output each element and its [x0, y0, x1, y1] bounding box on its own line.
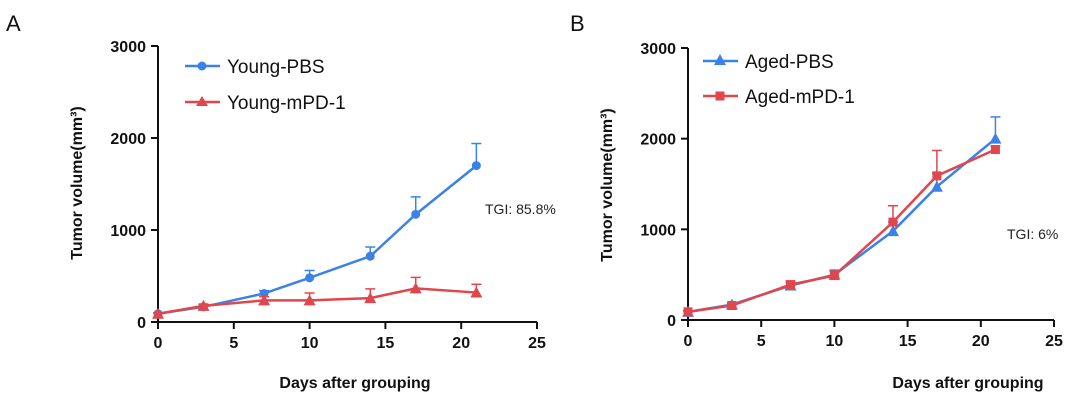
plot-area — [152, 142, 483, 319]
data-point — [305, 273, 315, 283]
y-axis-title: Tumor volume(mm³) — [599, 108, 616, 261]
x-tick-label: 10 — [826, 333, 844, 350]
series-line-aged-mpd-1 — [687, 148, 996, 314]
y-tick-label: 0 — [667, 313, 676, 330]
y-axis-title: Tumor volume(mm³) — [69, 106, 86, 259]
legend-label-young-pbs: Young-PBS — [227, 57, 325, 78]
y-tick-label: 0 — [137, 315, 146, 332]
data-point — [303, 294, 316, 306]
x-axis-title: Days after grouping — [279, 375, 430, 392]
tgi-annotation: TGI: 85.8% — [485, 201, 556, 217]
x-tick-label: 0 — [684, 333, 693, 350]
data-point — [409, 282, 422, 294]
data-point — [683, 307, 693, 317]
legend-marker-young-pbs — [197, 61, 207, 71]
data-point — [785, 280, 795, 290]
axis-ticks: 0 5 10 15 20 25 0 1000 2000 3000 — [640, 41, 1063, 350]
data-point — [365, 251, 375, 261]
x-tick-label: 5 — [757, 333, 766, 350]
y-tick-label: 1000 — [110, 223, 146, 240]
x-tick-label: 10 — [301, 335, 319, 352]
y-tick-label: 2000 — [110, 131, 146, 148]
legend-label-young-mpd1: Young-mPD-1 — [227, 93, 346, 114]
data-point — [727, 300, 737, 310]
data-point — [471, 161, 481, 171]
tgi-annotation: TGI: 6% — [1007, 226, 1058, 242]
y-tick-label: 3000 — [640, 41, 676, 58]
series-aged-mpd-1 — [683, 145, 1001, 317]
legend-label-aged-pbs: Aged-PBS — [745, 52, 834, 73]
series-line-aged-pbs — [687, 137, 997, 314]
x-tick-label: 25 — [1045, 333, 1063, 350]
y-tick-label: 3000 — [110, 39, 146, 56]
data-point — [930, 180, 943, 192]
x-tick-label: 15 — [899, 333, 917, 350]
axis-ticks: 0 5 10 15 20 25 0 1000 2000 3000 — [110, 39, 546, 352]
series-young-mpd-1 — [152, 276, 483, 319]
panel-b: B Days after grouping Tumor volume(mm³) … — [570, 11, 1063, 392]
legend-marker-young-mpd1 — [196, 96, 208, 106]
y-tick-label: 2000 — [640, 132, 676, 149]
data-point — [197, 299, 210, 311]
x-tick-label: 20 — [972, 333, 990, 350]
x-tick-label: 15 — [377, 335, 395, 352]
data-point — [932, 171, 942, 181]
plot-area — [682, 116, 1002, 317]
data-point — [364, 292, 377, 304]
data-point — [411, 209, 421, 219]
legend: Young-PBS Young-mPD-1 — [185, 57, 346, 114]
series-young-pbs — [153, 142, 482, 319]
data-point — [886, 225, 899, 237]
x-tick-label: 25 — [528, 335, 546, 352]
legend-marker-aged-mpd1 — [715, 91, 725, 101]
x-tick-label: 5 — [229, 335, 238, 352]
x-axis-title: Days after grouping — [892, 375, 1043, 392]
x-tick-label: 0 — [154, 335, 163, 352]
series-line-young-pbs — [157, 164, 478, 315]
data-point — [259, 288, 269, 298]
x-tick-label: 20 — [452, 335, 470, 352]
panel-label-b: B — [570, 11, 585, 36]
panel-a: A Days after grouping Tumor volume(mm³) … — [6, 11, 556, 392]
data-point — [989, 132, 1002, 144]
data-point — [258, 294, 271, 306]
legend: Aged-PBS Aged-mPD-1 — [703, 52, 855, 108]
data-point — [470, 286, 483, 298]
data-point — [990, 145, 1000, 155]
data-point — [152, 307, 164, 319]
legend-label-aged-mpd1: Aged-mPD-1 — [745, 87, 855, 108]
legend-marker-aged-pbs — [714, 54, 726, 65]
data-point — [888, 217, 898, 227]
data-point — [829, 271, 839, 281]
panel-label-a: A — [6, 11, 21, 36]
y-tick-label: 1000 — [640, 222, 676, 239]
series-aged-pbs — [682, 116, 1002, 317]
